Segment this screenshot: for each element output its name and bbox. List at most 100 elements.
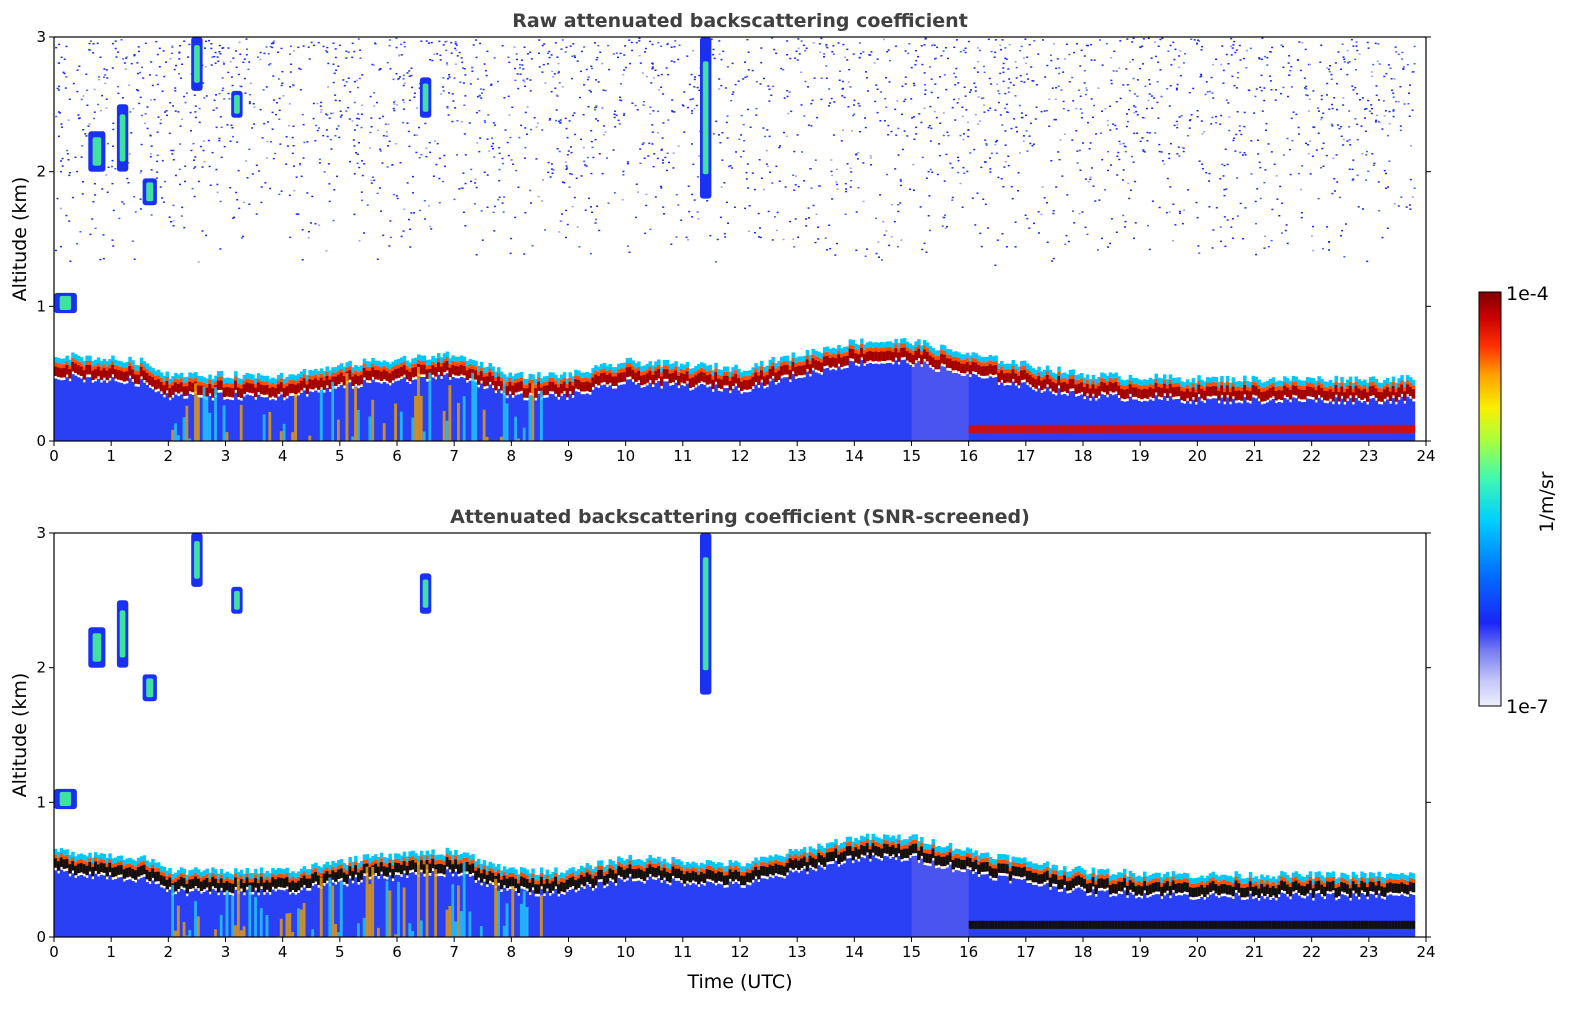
bl-column	[254, 399, 258, 441]
noise-speck	[1259, 166, 1262, 169]
noise-speck	[535, 158, 538, 160]
noise-speck	[507, 154, 510, 157]
bl-core	[99, 862, 104, 872]
noise-speck	[590, 252, 592, 255]
noise-speck	[1364, 108, 1366, 110]
noise-speck	[1346, 49, 1349, 52]
noise-speck	[662, 159, 664, 161]
bl-core	[928, 355, 933, 365]
noise-speck	[507, 56, 510, 58]
noise-speck	[1201, 45, 1204, 48]
noise-speck	[1208, 180, 1211, 182]
bl-column	[680, 385, 684, 441]
noise-speck	[521, 59, 523, 61]
bl-core	[694, 375, 698, 385]
noise-speck	[969, 152, 972, 154]
noise-speck	[514, 79, 517, 82]
noise-speck	[738, 138, 741, 141]
noise-speck	[1330, 78, 1333, 80]
surface-layer	[1077, 424, 1081, 433]
noise-speck	[802, 44, 805, 47]
noise-speck	[476, 142, 479, 144]
noise-speck	[1234, 150, 1237, 152]
noise-speck	[570, 173, 573, 175]
noise-speck	[671, 99, 674, 101]
bl-halo	[371, 358, 375, 364]
bl-halo	[1334, 375, 1338, 382]
bl-core	[182, 878, 187, 888]
noise-speck	[376, 192, 379, 195]
bl-core	[219, 380, 224, 390]
bl-halo	[651, 365, 655, 371]
noise-speck	[929, 66, 932, 68]
noise-speck	[879, 194, 882, 196]
noise-speck	[301, 229, 304, 231]
bl-halo	[182, 377, 187, 383]
bl-core	[780, 366, 784, 376]
noise-speck	[1413, 187, 1416, 189]
noise-speck	[462, 172, 465, 174]
noise-speck	[795, 175, 797, 177]
noise-speck	[976, 192, 979, 194]
bl-column	[668, 385, 672, 441]
surface-layer	[1374, 424, 1379, 433]
bl-core	[922, 349, 927, 359]
noise-speck	[1148, 132, 1151, 134]
noise-speck	[670, 46, 673, 48]
noise-speck	[357, 38, 360, 40]
bl-halo	[897, 343, 901, 349]
bl-halo	[1165, 379, 1170, 385]
bl-column	[762, 388, 767, 441]
noise-speck	[299, 164, 302, 166]
noise-speck	[172, 149, 175, 152]
noise-speck	[1236, 76, 1239, 79]
noise-speck	[1004, 47, 1007, 49]
bl-column	[1231, 398, 1236, 441]
noise-speck	[548, 119, 551, 121]
plume	[471, 372, 475, 441]
bl-halo	[682, 364, 687, 370]
bl-column	[828, 370, 833, 441]
bl-halo	[402, 355, 407, 362]
noise-speck	[1050, 160, 1053, 162]
noise-speck	[161, 90, 164, 92]
noise-speck	[796, 134, 799, 136]
noise-speck	[253, 123, 256, 125]
bl-column	[579, 394, 584, 441]
bl-column	[817, 373, 821, 441]
noise-speck	[423, 218, 426, 220]
noise-speck	[767, 85, 770, 87]
bl-column	[1228, 404, 1233, 441]
noise-speck	[1169, 85, 1172, 87]
bl-halo	[465, 361, 470, 367]
bl-column	[105, 382, 109, 441]
noise-speck	[245, 38, 248, 40]
bl-core	[88, 862, 92, 872]
noise-speck	[855, 153, 858, 155]
bl-core	[591, 377, 595, 387]
noise-speck	[189, 111, 192, 114]
surface-layer	[1011, 424, 1015, 433]
noise-speck	[1014, 221, 1017, 223]
bl-column	[1368, 398, 1373, 441]
noise-speck	[370, 179, 373, 182]
noise-speck	[407, 130, 410, 133]
noise-speck	[126, 177, 129, 180]
noise-speck	[1200, 49, 1203, 51]
noise-speck	[205, 234, 208, 237]
noise-speck	[1126, 113, 1128, 115]
noise-speck	[1300, 216, 1303, 219]
bl-core	[339, 372, 344, 383]
bl-halo	[1254, 376, 1258, 383]
surface-layer	[1051, 424, 1056, 433]
noise-speck	[913, 189, 915, 191]
noise-speck	[740, 156, 742, 158]
noise-speck	[1160, 151, 1163, 153]
bl-column	[871, 364, 875, 441]
noise-speck	[1281, 202, 1284, 204]
noise-speck	[1290, 86, 1293, 88]
noise-speck	[103, 76, 105, 78]
bl-column	[1288, 402, 1293, 441]
surface-layer	[1340, 424, 1344, 433]
bl-column	[605, 387, 610, 441]
